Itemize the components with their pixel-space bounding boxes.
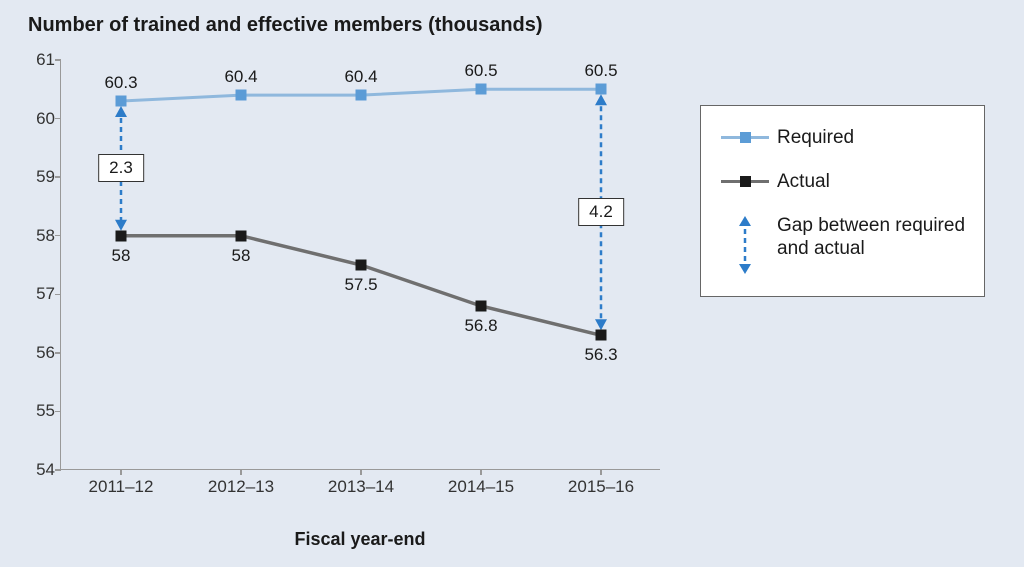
y-tick-label: 56 (25, 343, 55, 363)
y-tick-mark (55, 469, 61, 471)
y-tick-label: 54 (25, 460, 55, 480)
legend-swatch-actual (719, 171, 777, 193)
data-label: 60.5 (584, 61, 617, 81)
legend-swatch-gap (719, 214, 777, 276)
x-tick-label: 2011–12 (89, 477, 154, 497)
data-marker (476, 301, 487, 312)
legend-swatch-required (719, 127, 777, 149)
legend-label: Actual (777, 170, 966, 194)
data-label: 56.3 (584, 345, 617, 365)
y-tick-label: 61 (25, 50, 55, 70)
data-marker (116, 96, 127, 107)
y-tick-mark (55, 235, 61, 237)
data-label: 60.3 (104, 73, 137, 93)
data-marker (476, 84, 487, 95)
y-tick-label: 60 (25, 109, 55, 129)
y-tick-label: 57 (25, 284, 55, 304)
data-label: 56.8 (464, 316, 497, 336)
data-label: 57.5 (344, 275, 377, 295)
plot-area: 54555657585960612011–122012–132013–14201… (60, 60, 660, 470)
data-marker (236, 90, 247, 101)
data-label: 60.5 (464, 61, 497, 81)
y-tick-mark (55, 176, 61, 178)
data-marker (356, 90, 367, 101)
x-tick-mark (480, 469, 482, 475)
legend-item-actual: Actual (719, 170, 966, 194)
data-marker (356, 260, 367, 271)
x-tick-label: 2014–15 (448, 477, 514, 497)
y-tick-label: 59 (25, 167, 55, 187)
gap-value-box: 4.2 (578, 198, 624, 226)
data-marker (116, 230, 127, 241)
data-label: 58 (232, 246, 251, 266)
x-tick-mark (120, 469, 122, 475)
x-tick-label: 2015–16 (568, 477, 634, 497)
legend-item-required: Required (719, 126, 966, 150)
y-tick-mark (55, 59, 61, 61)
x-tick-label: 2013–14 (328, 477, 394, 497)
x-tick-mark (600, 469, 602, 475)
y-tick-mark (55, 352, 61, 354)
data-label: 60.4 (224, 67, 257, 87)
x-axis-label: Fiscal year-end (294, 529, 425, 550)
legend-item-gap: Gap between required and actual (719, 214, 966, 276)
legend-label: Required (777, 126, 966, 150)
x-tick-mark (360, 469, 362, 475)
x-tick-mark (240, 469, 242, 475)
chart-title: Number of trained and effective members … (28, 14, 543, 37)
x-tick-label: 2012–13 (208, 477, 274, 497)
data-label: 58 (112, 246, 131, 266)
data-marker (596, 330, 607, 341)
data-marker (596, 84, 607, 95)
y-tick-label: 55 (25, 401, 55, 421)
legend: Required Actual G (700, 105, 985, 297)
y-tick-mark (55, 294, 61, 296)
y-tick-label: 58 (25, 226, 55, 246)
y-tick-mark (55, 118, 61, 120)
chart-area: 54555657585960612011–122012–132013–14201… (60, 60, 660, 490)
data-marker (236, 230, 247, 241)
y-tick-mark (55, 411, 61, 413)
gap-value-box: 2.3 (98, 154, 144, 182)
data-label: 60.4 (344, 67, 377, 87)
legend-label: Gap between required and actual (777, 214, 966, 262)
